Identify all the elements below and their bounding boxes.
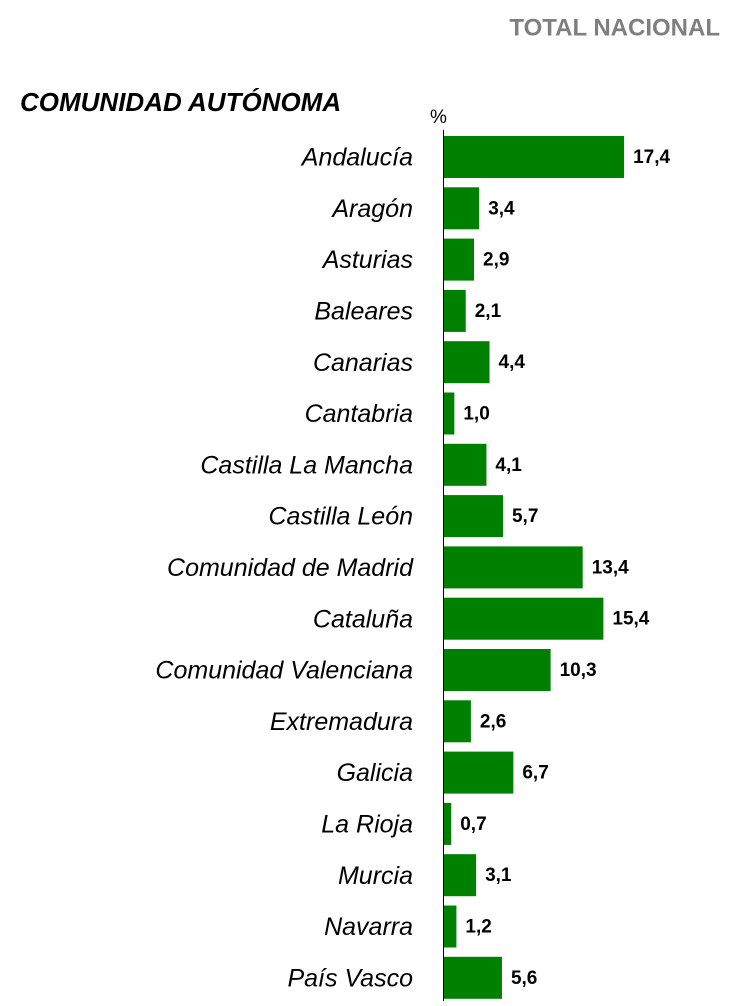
value-label: 1,0 <box>463 404 489 425</box>
value-label: 5,6 <box>511 968 537 989</box>
category-label: Comunidad Valenciana <box>155 657 413 685</box>
value-label: 13,4 <box>592 557 629 578</box>
bar <box>444 802 452 845</box>
value-label: 6,7 <box>522 763 548 784</box>
category-label: Asturias <box>321 246 413 274</box>
value-label: 5,7 <box>512 506 538 527</box>
value-label: 1,2 <box>465 917 491 938</box>
chart-title: TOTAL NACIONAL <box>509 14 720 41</box>
category-label: Cantabria <box>305 400 413 428</box>
category-label: Castilla La Mancha <box>200 451 413 479</box>
category-label: Canarias <box>313 349 413 377</box>
value-label: 4,1 <box>495 455 522 476</box>
value-label: 3,4 <box>488 198 515 219</box>
category-label: Murcia <box>338 862 413 890</box>
value-label: 0,7 <box>460 814 486 835</box>
value-label: 4,4 <box>499 352 526 373</box>
bar <box>444 495 503 538</box>
value-label: 15,4 <box>612 609 649 630</box>
bar <box>444 341 490 384</box>
bar <box>444 443 487 486</box>
bar <box>444 854 477 897</box>
bar <box>444 289 466 332</box>
category-label: Cataluña <box>313 605 413 633</box>
category-label: Galicia <box>337 759 414 787</box>
bar <box>444 187 480 230</box>
value-label: 2,6 <box>480 711 506 732</box>
value-label: 17,4 <box>633 147 670 168</box>
value-label: 10,3 <box>560 660 597 681</box>
bar <box>444 700 471 743</box>
category-axis-label: COMUNIDAD AUTÓNOMA <box>20 87 341 117</box>
category-label: Navarra <box>324 913 413 941</box>
category-label: Baleares <box>314 298 413 326</box>
category-label: La Rioja <box>321 811 413 839</box>
value-label: 3,1 <box>485 865 512 886</box>
value-axis-label: % <box>430 107 447 128</box>
bar <box>444 392 455 435</box>
bar <box>444 649 551 691</box>
bar <box>444 136 625 178</box>
category-label: Aragón <box>330 195 413 223</box>
bar <box>444 751 514 794</box>
category-label: País Vasco <box>287 964 413 992</box>
value-label: 2,9 <box>483 250 509 271</box>
bar <box>444 956 502 999</box>
bar <box>444 546 583 589</box>
category-label: Extremadura <box>270 708 413 736</box>
bar <box>444 597 604 640</box>
bar <box>444 905 457 948</box>
value-label: 2,1 <box>475 301 502 322</box>
bar <box>444 238 475 281</box>
category-label: Comunidad de Madrid <box>167 554 414 582</box>
category-label: Castilla León <box>268 503 413 531</box>
category-label: Andalucía <box>300 144 413 172</box>
